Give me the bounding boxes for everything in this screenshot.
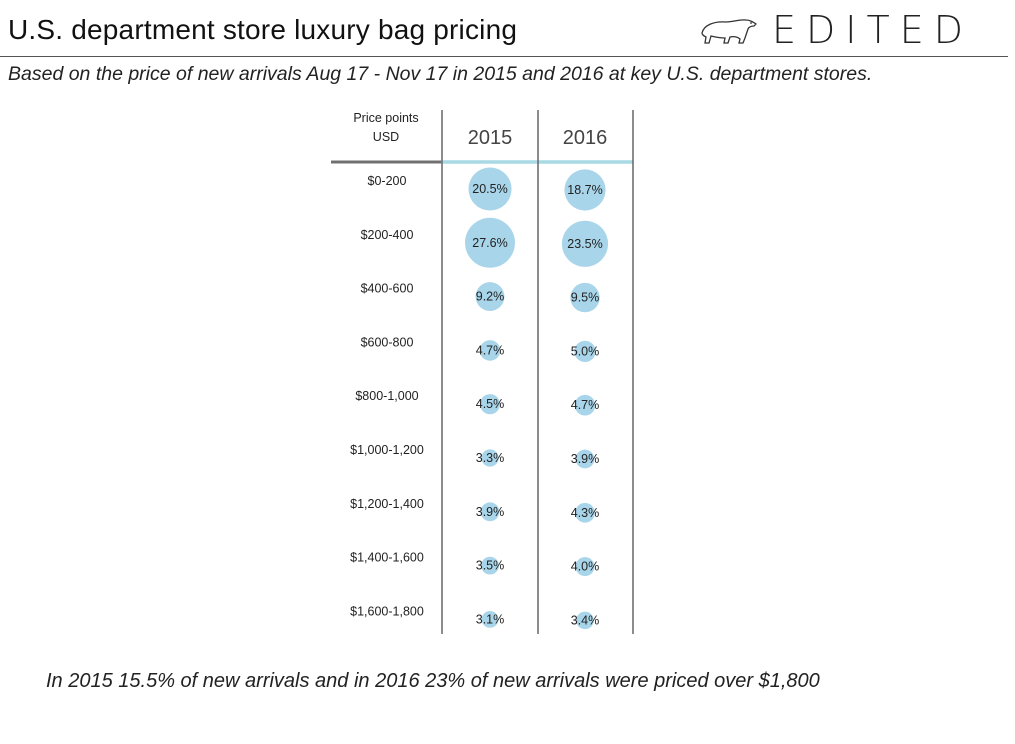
bubble-2016	[575, 502, 595, 523]
value-label-2016: 3.4%	[571, 613, 600, 627]
value-label-2015: 9.2%	[476, 290, 505, 304]
value-label-2015: 4.7%	[476, 343, 505, 357]
value-label-2016: 23.5%	[567, 237, 602, 251]
value-label-2016: 4.3%	[571, 506, 600, 520]
price-point-label: $1,200-1,400	[350, 497, 424, 511]
bubble-2016	[576, 611, 594, 630]
value-label-2016: 5.0%	[571, 344, 600, 358]
value-label-2015: 20.5%	[472, 182, 507, 196]
bubble-2015	[481, 556, 499, 575]
column-header-2016: 2016	[563, 127, 608, 149]
bubble-2015	[479, 340, 501, 361]
bubble-2016	[575, 557, 595, 577]
price-point-label: $0-200	[368, 174, 407, 188]
bubble-2016	[575, 449, 595, 469]
price-point-label: $1,400-1,600	[350, 551, 424, 565]
bubble-2016	[564, 169, 606, 211]
polar-bear-icon	[701, 19, 758, 44]
row-header-line-1: Price points	[353, 111, 418, 125]
price-point-label: $1,600-1,800	[350, 604, 424, 618]
title-divider	[0, 56, 1008, 57]
bubble-2016	[574, 340, 596, 363]
bubble-2015	[481, 449, 499, 467]
bubble-2016	[561, 220, 609, 267]
footnote: In 2015 15.5% of new arrivals and in 201…	[46, 670, 820, 692]
chart-subtitle: Based on the price of new arrivals Aug 1…	[8, 63, 873, 85]
bubble-2015	[479, 394, 501, 415]
value-label-2016: 4.0%	[571, 560, 600, 574]
value-label-2016: 9.5%	[571, 291, 600, 305]
column-header-2015: 2015	[468, 127, 513, 149]
bubble-2015	[468, 167, 512, 211]
chart-title: U.S. department store luxury bag pricing	[8, 14, 518, 45]
price-point-label: $200-400	[361, 228, 414, 242]
value-label-2015: 4.5%	[476, 397, 505, 411]
value-label-2016: 18.7%	[567, 183, 602, 197]
bubble-2016	[574, 394, 596, 416]
bubble-2016	[570, 282, 600, 313]
bubble-2015	[480, 502, 500, 522]
price-point-label: $400-600	[361, 282, 414, 296]
value-label-2016: 3.9%	[571, 452, 600, 466]
price-point-label: $600-800	[361, 335, 414, 349]
row-header-line-2: USD	[373, 130, 399, 144]
price-point-label: $1,000-1,200	[350, 443, 424, 457]
value-label-2015: 27.6%	[472, 236, 507, 250]
value-label-2016: 4.7%	[571, 398, 600, 412]
price-point-label: $800-1,000	[355, 389, 418, 403]
brand-logo: EDITED	[698, 8, 973, 52]
value-label-2015: 3.1%	[476, 612, 505, 626]
value-label-2015: 3.5%	[476, 559, 505, 573]
bubble-2015	[481, 611, 499, 628]
bubble-2015	[475, 282, 505, 312]
bubble-2015	[465, 217, 515, 268]
logo-text: EDITED	[772, 8, 973, 52]
value-label-2015: 3.9%	[476, 505, 505, 519]
value-label-2015: 3.3%	[476, 451, 505, 465]
